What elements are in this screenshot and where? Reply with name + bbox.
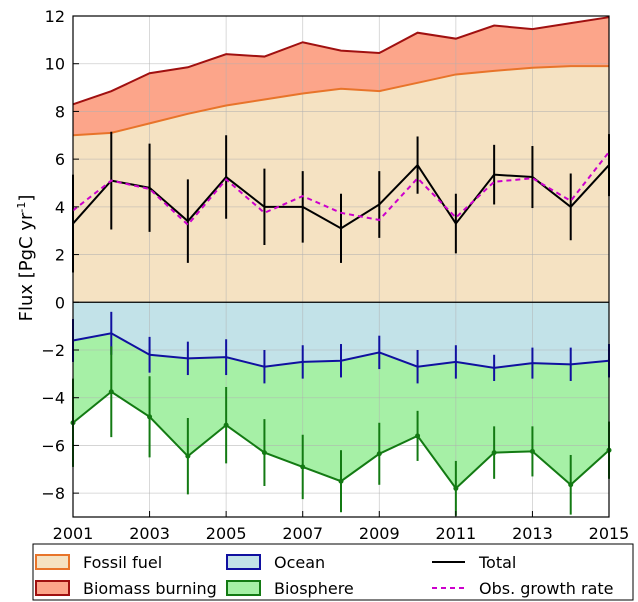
y-tick-label: −6	[41, 436, 65, 455]
y-axis-title: Flux [PgC yr-1]	[15, 195, 37, 322]
x-tick-label: 2001	[53, 524, 94, 543]
plot-area: 2001 2003 2005 2007 2009 2011 2013 2015 −8 −6 −4 −2…	[41, 7, 629, 543]
y-tick-label: −8	[41, 484, 65, 503]
y-axis-title-superscript: -1	[15, 202, 28, 213]
total-line	[72, 163, 610, 230]
legend-ocean-swatch	[226, 554, 261, 570]
fossil-fuel-area	[73, 66, 609, 303]
legend-fossil-fuel-label: Fossil fuel	[83, 553, 162, 572]
biosphere-point	[185, 453, 191, 459]
biosphere-point	[415, 433, 421, 439]
biosphere-point	[453, 485, 459, 491]
y-tick-label: 4	[55, 198, 65, 217]
x-tick-label: 2003	[129, 524, 170, 543]
biosphere-point	[568, 482, 574, 488]
ocean-area	[73, 302, 609, 368]
x-tick-label: 2007	[282, 524, 323, 543]
ocean-line	[72, 332, 610, 369]
y-tick-label: 6	[55, 150, 65, 169]
biomass-burning-line	[72, 16, 610, 106]
biomass-burning-area	[73, 17, 609, 136]
legend-obs-growth-rate-label: Obs. growth rate	[479, 579, 614, 598]
x-tick-label: 2005	[206, 524, 247, 543]
y-tick-label: 10	[45, 55, 65, 74]
biosphere-point	[300, 464, 306, 470]
y-tick-label: 0	[55, 293, 65, 312]
biosphere-point	[529, 448, 535, 454]
legend: Fossil fuel Ocean Total Biomass burning Bios…	[32, 543, 634, 601]
legend-biosphere-swatch	[226, 580, 261, 596]
y-tick-label: 2	[55, 246, 65, 265]
biosphere-area	[73, 333, 609, 489]
biosphere-point	[491, 450, 497, 456]
x-tick-label: 2011	[435, 524, 476, 543]
y-tick-label: 12	[45, 7, 65, 26]
y-tick-label: −4	[41, 389, 65, 408]
y-tick-label: −2	[41, 341, 65, 360]
x-tick-label: 2009	[359, 524, 400, 543]
x-tick-label: 2015	[589, 524, 630, 543]
y-axis-title-main: Flux [PgC yr	[16, 212, 37, 321]
legend-frame	[32, 543, 634, 601]
biosphere-point	[147, 414, 153, 420]
legend-biosphere-label: Biosphere	[274, 579, 354, 598]
legend-biomass-burning-label: Biomass burning	[83, 579, 217, 598]
y-axis-title-end: ]	[16, 195, 37, 202]
legend-fossil-fuel-swatch	[35, 554, 70, 570]
biosphere-point	[376, 451, 382, 457]
y-tick-label: 8	[55, 102, 65, 121]
biosphere-point	[108, 389, 114, 395]
fossil-fuel-line	[72, 65, 609, 137]
legend-total-label: Total	[478, 553, 516, 572]
plot-frame	[72, 15, 610, 518]
legend-ocean-label: Ocean	[274, 553, 325, 572]
obs-growth-rate-line	[72, 151, 610, 227]
biosphere-point	[223, 422, 229, 428]
biosphere-point	[338, 478, 344, 484]
biosphere-point	[261, 450, 267, 456]
x-tick-label: 2013	[512, 524, 553, 543]
legend-biomass-burning-swatch	[35, 580, 70, 596]
